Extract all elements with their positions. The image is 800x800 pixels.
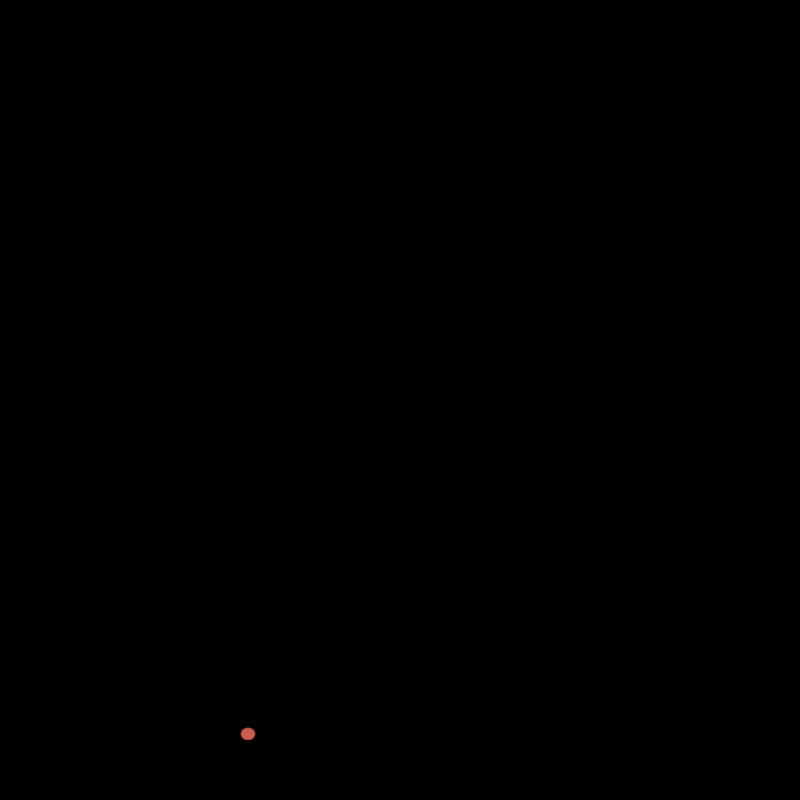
chart-stage [0, 0, 800, 800]
optimal-point-marker [241, 728, 255, 740]
curve-layer [0, 0, 740, 740]
bottleneck-curve [45, 0, 740, 734]
